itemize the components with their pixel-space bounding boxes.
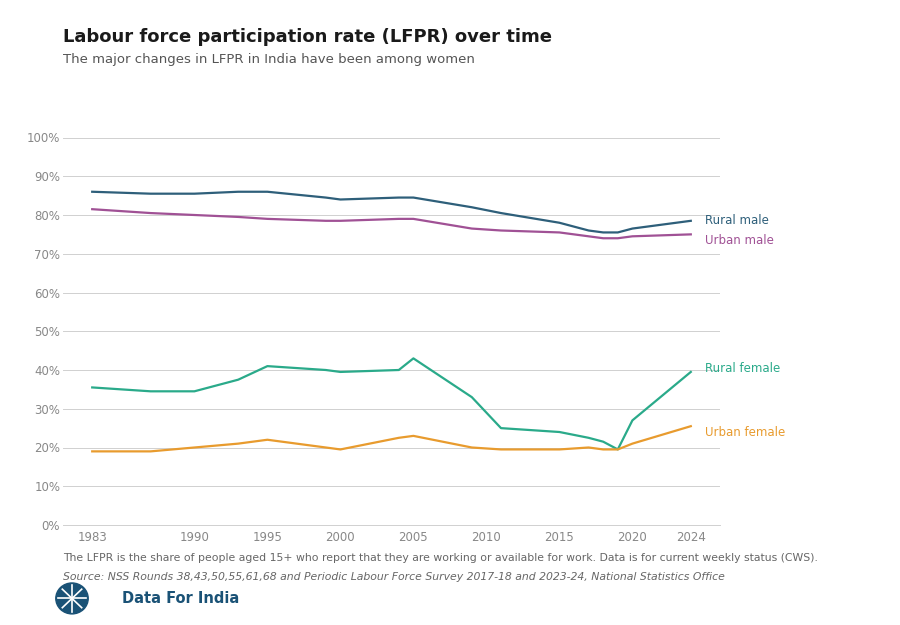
Text: The LFPR is the share of people aged 15+ who report that they are working or ava: The LFPR is the share of people aged 15+… [63,553,818,563]
Text: Urban female: Urban female [706,426,786,439]
Text: Urban male: Urban male [706,234,774,247]
Text: Rural female: Rural female [706,361,780,374]
Circle shape [56,583,88,614]
Text: Source: NSS Rounds 38,43,50,55,61,68 and Periodic Labour Force Survey 2017-18 an: Source: NSS Rounds 38,43,50,55,61,68 and… [63,572,725,582]
Text: Data For India: Data For India [122,591,238,606]
Text: Labour force participation rate (LFPR) over time: Labour force participation rate (LFPR) o… [63,28,552,46]
Text: The major changes in LFPR in India have been among women: The major changes in LFPR in India have … [63,53,475,66]
Text: Rural male: Rural male [706,214,770,228]
